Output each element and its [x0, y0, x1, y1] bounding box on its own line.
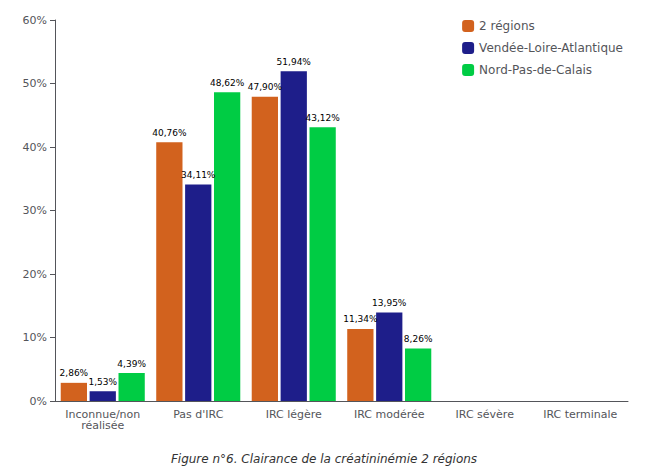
- svg-text:20%: 20%: [23, 268, 47, 281]
- svg-text:Figure n°6. Clairance de la cr: Figure n°6. Clairance de la créatininémi…: [171, 452, 477, 466]
- svg-text:11,34%: 11,34%: [343, 314, 378, 324]
- svg-text:1,53%: 1,53%: [88, 377, 117, 387]
- svg-text:Inconnue/non: Inconnue/non: [65, 408, 141, 421]
- svg-text:51,94%: 51,94%: [277, 57, 312, 67]
- svg-text:2,86%: 2,86%: [60, 368, 89, 378]
- svg-text:Vendée-Loire-Atlantique: Vendée-Loire-Atlantique: [479, 41, 623, 55]
- svg-text:50%: 50%: [23, 77, 47, 90]
- svg-text:48,62%: 48,62%: [210, 78, 245, 88]
- svg-text:IRC légère: IRC légère: [266, 408, 322, 421]
- svg-text:43,12%: 43,12%: [305, 113, 340, 123]
- svg-text:13,95%: 13,95%: [372, 298, 407, 308]
- svg-text:40,76%: 40,76%: [152, 128, 187, 138]
- svg-text:60%: 60%: [23, 14, 47, 27]
- svg-text:47,90%: 47,90%: [248, 82, 283, 92]
- svg-text:4,39%: 4,39%: [117, 359, 146, 369]
- svg-text:34,11%: 34,11%: [181, 170, 216, 180]
- svg-text:IRC modérée: IRC modérée: [354, 408, 425, 421]
- svg-text:0%: 0%: [30, 395, 47, 408]
- svg-text:Pas d'IRC: Pas d'IRC: [173, 408, 223, 421]
- svg-text:IRC sévère: IRC sévère: [456, 408, 515, 421]
- svg-text:2 régions: 2 régions: [479, 19, 535, 33]
- svg-text:IRC terminale: IRC terminale: [543, 408, 617, 421]
- svg-text:30%: 30%: [23, 204, 47, 217]
- svg-text:Nord-Pas-de-Calais: Nord-Pas-de-Calais: [479, 63, 592, 77]
- svg-text:10%: 10%: [23, 331, 47, 344]
- svg-text:8,26%: 8,26%: [404, 334, 433, 344]
- svg-text:réalisée: réalisée: [81, 419, 124, 432]
- svg-text:40%: 40%: [23, 141, 47, 154]
